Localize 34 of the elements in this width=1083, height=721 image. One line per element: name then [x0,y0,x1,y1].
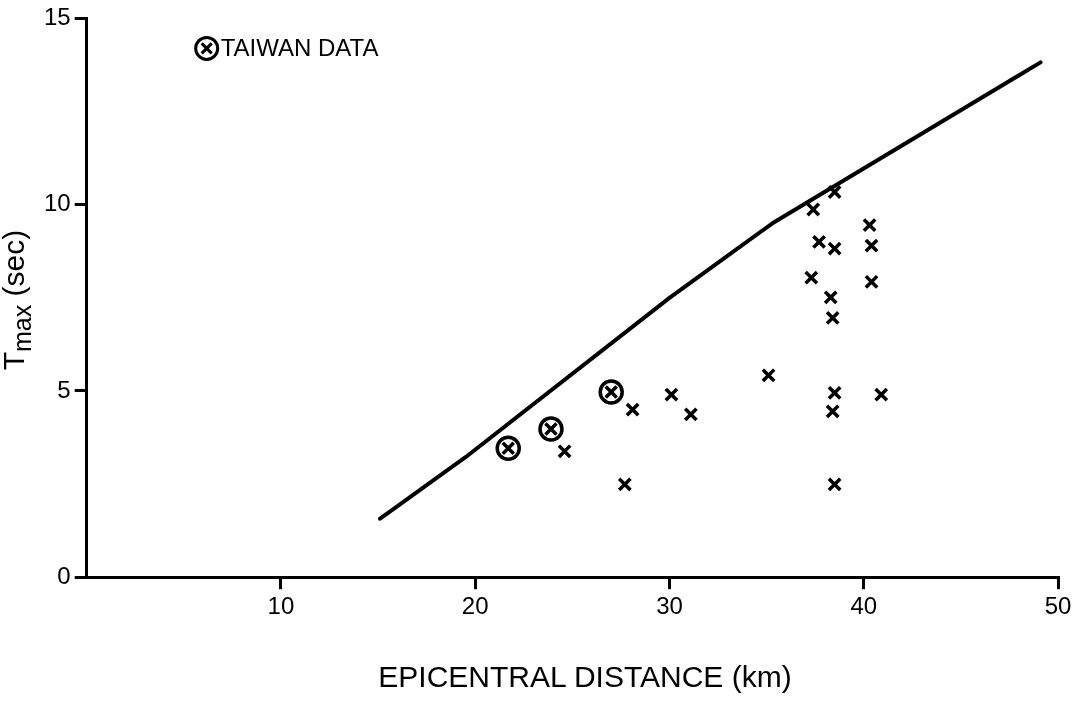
point [617,477,633,492]
x-tick-label: 20 [461,592,489,620]
point [864,274,879,290]
point [827,385,843,401]
point [825,404,841,419]
point [823,290,839,305]
y-tick-label: 10 [43,189,71,217]
point [598,379,624,405]
x-tick-label: 50 [1044,592,1072,620]
point [683,407,699,422]
point [805,202,821,217]
x-tick-label: 40 [850,592,878,620]
point [664,387,679,403]
x-tick-label: 30 [656,592,683,620]
point [864,238,879,254]
point [827,477,843,492]
point [625,402,640,417]
point [803,270,819,286]
y-tick-label: 0 [57,561,71,589]
x-axis-title: EPICENTRAL DISTANCE (km) [377,660,793,694]
point [827,241,843,257]
point [811,234,827,250]
point [495,435,521,462]
x-tick-label: 10 [267,592,295,620]
point [827,184,843,200]
point [825,310,841,326]
point [873,387,889,403]
legend-label: TAIWAN DATA [220,34,379,62]
y-tick-label: 5 [57,375,71,403]
point [557,443,572,459]
point [761,367,776,383]
point [862,217,877,233]
y-tick-label: 15 [43,3,71,31]
point [538,416,564,442]
